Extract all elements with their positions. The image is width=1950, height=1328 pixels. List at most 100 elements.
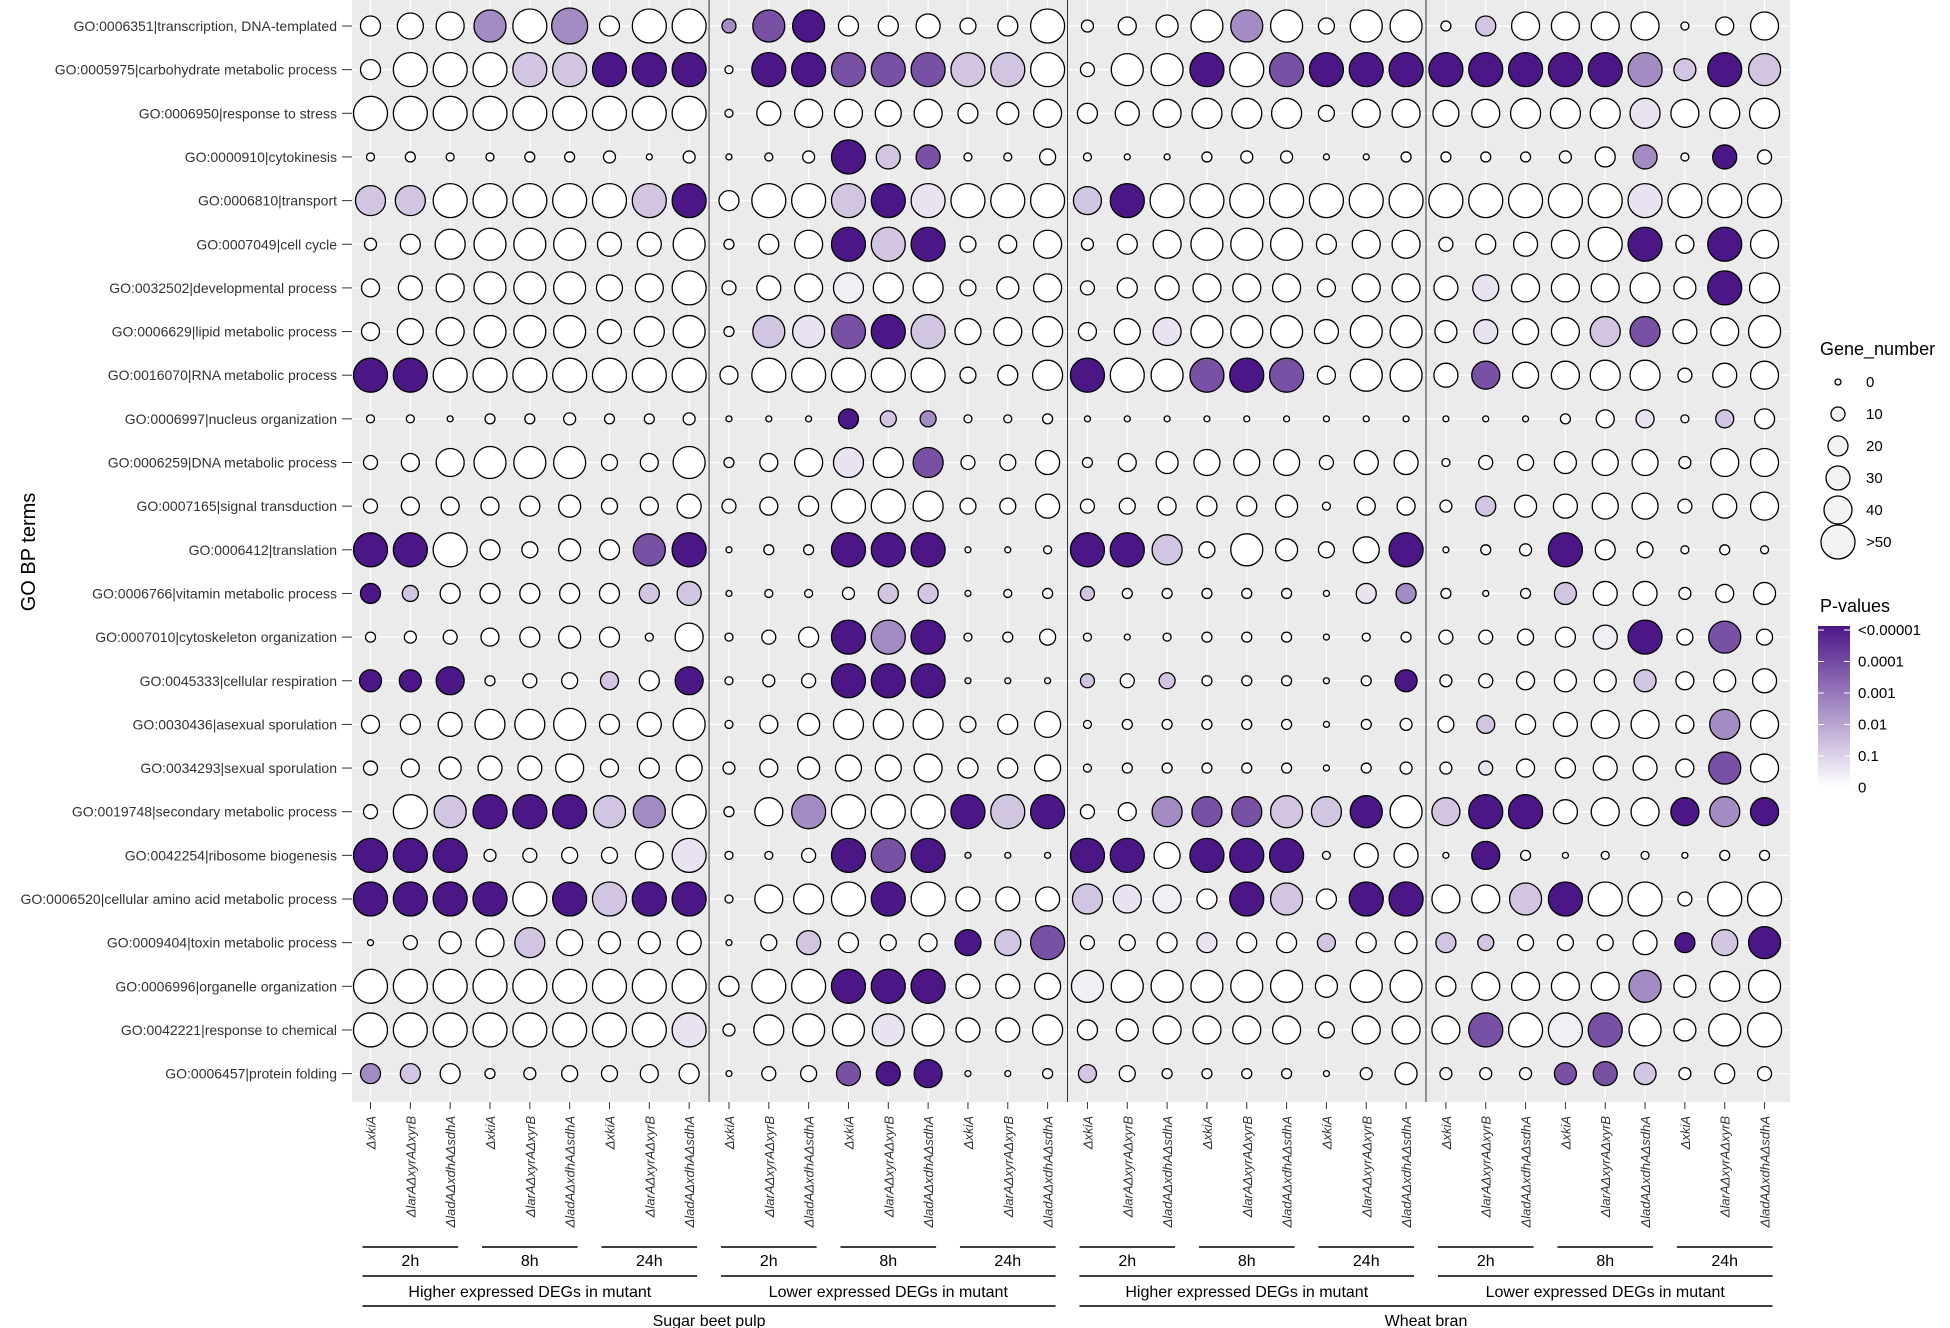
term-dot <box>632 533 666 567</box>
term-dot <box>354 184 387 217</box>
term-dot <box>1080 19 1095 33</box>
term-dot <box>561 846 579 864</box>
term-dot <box>1547 52 1584 88</box>
term-dot <box>1592 1060 1618 1087</box>
term-dot <box>1041 413 1054 425</box>
term-dot <box>792 883 825 915</box>
term-label: GO:0006259|DNA metabolic process <box>108 455 337 471</box>
term-dot <box>1431 797 1461 827</box>
term-dot <box>1361 632 1371 642</box>
term-dot <box>1628 1013 1662 1047</box>
timepoint-label: 8h <box>879 1253 897 1270</box>
term-dot <box>1591 448 1619 477</box>
term-dot <box>1676 628 1694 646</box>
term-dot <box>990 794 1026 830</box>
term-dot <box>1400 151 1412 163</box>
term-dot <box>1681 851 1689 859</box>
term-dot <box>1360 718 1372 731</box>
term-dot <box>1719 849 1731 861</box>
term-dot <box>671 357 707 393</box>
term-dot <box>1590 11 1620 41</box>
term-dot <box>1109 182 1145 219</box>
term-label: GO:0000910|cytokinesis <box>185 149 337 165</box>
term-dot <box>363 237 378 251</box>
term-dot <box>1123 153 1131 161</box>
term-dot <box>999 497 1017 515</box>
term-dot <box>964 677 972 685</box>
term-dot <box>1510 273 1541 303</box>
term-dot <box>561 672 579 690</box>
term-dot <box>1507 52 1544 88</box>
term-dot <box>1747 969 1782 1003</box>
timepoint-label: 24h <box>1711 1253 1738 1270</box>
term-dot <box>959 279 977 297</box>
term-dot <box>1352 536 1380 564</box>
term-dot <box>1519 849 1532 861</box>
term-dot <box>1518 1066 1533 1081</box>
term-dot <box>1201 718 1213 731</box>
term-dot <box>870 663 906 699</box>
term-dot <box>1315 888 1338 910</box>
term-dot <box>1468 794 1504 830</box>
term-dot <box>1079 280 1096 296</box>
term-dot <box>723 456 735 469</box>
timepoint-label: 24h <box>1353 1253 1380 1270</box>
term-dot <box>1151 534 1183 566</box>
term-dot <box>803 588 814 599</box>
term-dot <box>1440 587 1452 600</box>
term-dot <box>1348 182 1384 219</box>
term-dot <box>1709 708 1741 741</box>
term-dot <box>1003 588 1013 599</box>
term-dot <box>1435 932 1457 954</box>
term-dot <box>870 794 906 830</box>
term-dot <box>405 414 415 424</box>
term-dot <box>512 8 548 44</box>
term-dot <box>1041 1067 1054 1080</box>
term-dot <box>872 708 904 741</box>
term-dot <box>1388 182 1424 219</box>
term-dot <box>1110 53 1144 87</box>
term-dot <box>360 321 381 342</box>
term-label: GO:0019748|secondary metabolic process <box>72 804 337 820</box>
term-dot <box>834 754 863 782</box>
term-dot <box>718 975 740 997</box>
term-dot <box>1680 414 1690 424</box>
term-dot <box>1002 631 1014 643</box>
term-dot <box>1519 151 1532 163</box>
term-dot <box>1511 361 1540 389</box>
term-dot <box>751 52 787 88</box>
term-dot <box>439 1062 461 1085</box>
term-dot <box>830 139 867 175</box>
size-legend-label: >50 <box>1866 534 1891 551</box>
term-dot <box>1511 317 1540 346</box>
term-dot <box>1752 581 1777 606</box>
term-dot <box>1715 16 1735 36</box>
term-dot <box>1442 415 1450 423</box>
strain-label: ΔladAΔxdhAΔsdhA <box>1041 1116 1056 1228</box>
term-dot <box>1112 884 1142 914</box>
term-dot <box>1670 797 1700 827</box>
term-dot <box>1513 494 1538 518</box>
term-dot <box>1712 493 1738 519</box>
term-dot <box>600 1064 619 1083</box>
term-dot <box>1552 799 1579 825</box>
term-dot <box>631 968 667 1004</box>
term-dot <box>830 357 867 393</box>
term-dot <box>432 881 468 917</box>
term-dot <box>439 582 461 605</box>
term-dot <box>1389 358 1423 392</box>
term-dot <box>1630 11 1660 41</box>
term-dot <box>440 496 460 516</box>
term-dot <box>1034 493 1061 519</box>
timepoint-label: 8h <box>1238 1253 1256 1270</box>
term-dot <box>600 846 619 864</box>
term-dot <box>1389 314 1423 349</box>
term-dot <box>1069 837 1106 873</box>
term-dot <box>998 234 1018 254</box>
term-dot <box>721 280 737 296</box>
term-dot <box>832 446 865 479</box>
term-dot <box>1592 580 1618 607</box>
term-dot <box>553 271 587 305</box>
term-dot <box>1587 1012 1623 1048</box>
term-dot <box>1196 888 1218 910</box>
